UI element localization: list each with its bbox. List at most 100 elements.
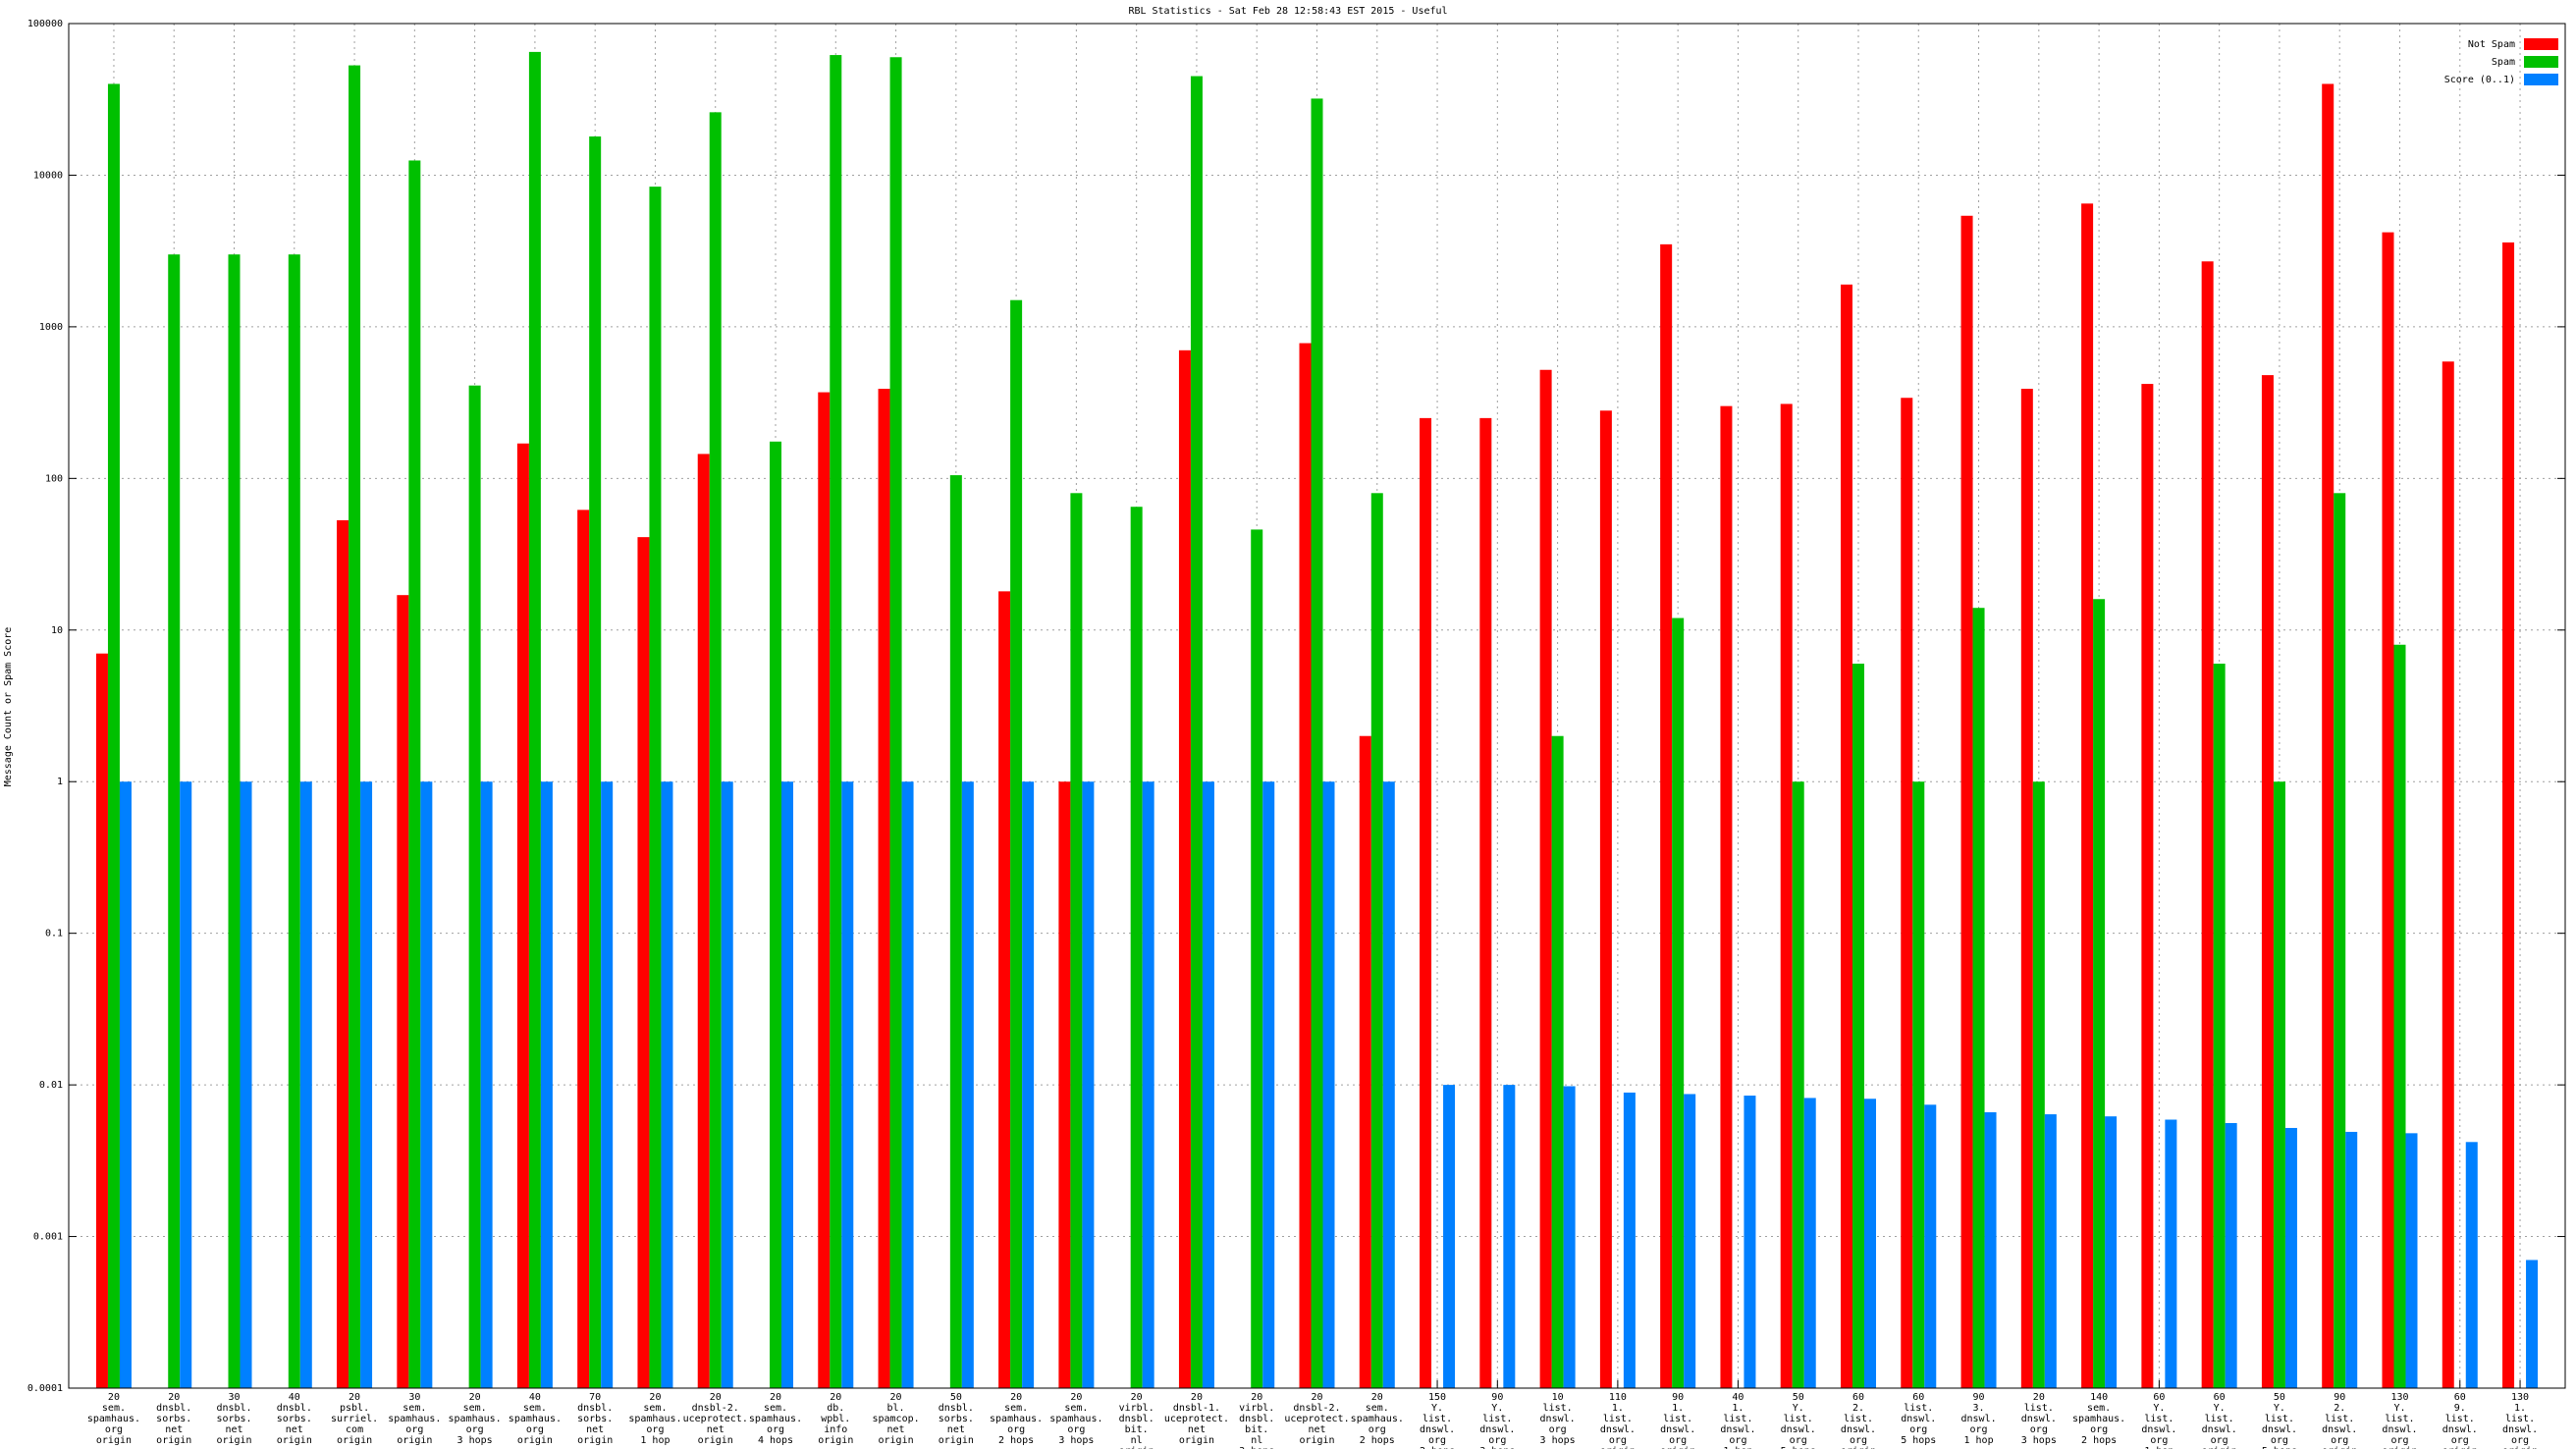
x-tick-label-line: 3 hops bbox=[1239, 1446, 1274, 1449]
x-tick-label-line: 20 bbox=[1311, 1392, 1322, 1403]
x-tick-label-line: origin bbox=[878, 1435, 913, 1446]
x-tick-label-line: net bbox=[707, 1424, 724, 1435]
x-tick-label-line: virbl. bbox=[1119, 1403, 1154, 1414]
x-tick-label-line: dnswl. bbox=[1600, 1424, 1636, 1435]
x-tick-label-line: 40 bbox=[529, 1392, 541, 1403]
legend-label: Spam bbox=[2492, 57, 2515, 68]
x-tick-label-line: 150 bbox=[1428, 1392, 1446, 1403]
x-tick-label-line: dnswl. bbox=[1901, 1414, 1936, 1424]
x-tick-label-line: 2. bbox=[2334, 1403, 2345, 1414]
bar bbox=[697, 454, 710, 1388]
x-tick-label-line: org bbox=[2150, 1435, 2168, 1446]
bar bbox=[577, 510, 590, 1388]
bar bbox=[1551, 735, 1564, 1388]
bar bbox=[180, 781, 192, 1388]
x-tick-label-line: org bbox=[2331, 1435, 2348, 1446]
bar bbox=[781, 781, 794, 1388]
x-tick-label-line: origin bbox=[1179, 1435, 1214, 1446]
x-tick-label-line: org bbox=[526, 1424, 544, 1435]
x-tick-label: 20 sem. spamhaus. org 4 hops bbox=[749, 1392, 802, 1446]
bar bbox=[1660, 243, 1673, 1388]
x-tick-label-line: list. bbox=[1663, 1414, 1692, 1424]
x-tick-label-line: dnswl. bbox=[1420, 1424, 1455, 1435]
bar bbox=[961, 781, 974, 1388]
x-tick-label-line: 110 bbox=[1609, 1392, 1627, 1403]
x-tick-label-line: wpbl. bbox=[821, 1414, 850, 1424]
x-tick-label-line: list. bbox=[1543, 1403, 1573, 1414]
x-tick-label-line: org bbox=[2451, 1435, 2469, 1446]
x-tick-label: 20 sem. spamhaus. org 2 hops bbox=[990, 1392, 1043, 1446]
x-tick-label-line: 5 hops bbox=[1901, 1435, 1936, 1446]
y-tick-label: 100 bbox=[45, 473, 63, 484]
bar bbox=[337, 519, 349, 1388]
bar bbox=[1262, 781, 1275, 1388]
x-tick-label-line: org bbox=[2390, 1435, 2408, 1446]
x-tick-label-line: org bbox=[646, 1424, 664, 1435]
bar bbox=[1901, 398, 1913, 1388]
bar bbox=[1539, 369, 1552, 1388]
bar bbox=[841, 781, 854, 1388]
bar bbox=[1479, 417, 1492, 1388]
bar bbox=[2105, 1116, 2118, 1388]
bar bbox=[1780, 403, 1793, 1388]
x-tick-label-line: Y. bbox=[1431, 1403, 1443, 1414]
x-tick-label-line: org bbox=[1067, 1424, 1085, 1435]
x-tick-label-line: dnswl. bbox=[2141, 1424, 2176, 1435]
x-tick-label-line: origin bbox=[1119, 1446, 1154, 1449]
bar bbox=[1924, 1104, 1937, 1388]
x-tick-label-line: dnswl. bbox=[2382, 1424, 2417, 1435]
x-tick-label-line: origin bbox=[1660, 1446, 1695, 1449]
x-tick-label-line: 5 hops bbox=[1781, 1446, 1816, 1449]
bar bbox=[2044, 1114, 2057, 1388]
x-tick-label-line: dnswl. bbox=[2262, 1424, 2297, 1435]
bar bbox=[1251, 529, 1263, 1388]
x-tick-label-line: dnswl. bbox=[2021, 1414, 2057, 1424]
bar bbox=[1443, 1085, 1456, 1388]
x-tick-label: 10 list. dnswl. org 3 hops bbox=[1540, 1392, 1576, 1446]
bar bbox=[540, 781, 553, 1388]
x-tick-label-line: sem. bbox=[1366, 1403, 1389, 1414]
bar bbox=[1672, 617, 1685, 1388]
x-tick-label: 60 list. dnswl. org 5 hops bbox=[1901, 1392, 1936, 1446]
bar bbox=[637, 537, 650, 1388]
bar bbox=[1142, 781, 1154, 1388]
x-tick-label-line: 5 hops bbox=[2262, 1446, 2297, 1449]
x-tick-label-line: org bbox=[1850, 1435, 1867, 1446]
bar bbox=[2334, 493, 2346, 1388]
x-tick-label-line: org bbox=[1428, 1435, 1446, 1446]
bar bbox=[2165, 1119, 2177, 1388]
x-tick-label-line: origin bbox=[216, 1435, 251, 1446]
x-tick-label-line: dnsbl-2. bbox=[1293, 1403, 1340, 1414]
x-tick-label-line: sem. bbox=[523, 1403, 547, 1414]
x-tick-label-line: 90 bbox=[1973, 1392, 1985, 1403]
x-tick-label-line: org bbox=[2090, 1424, 2108, 1435]
x-tick-label-line: net bbox=[887, 1424, 905, 1435]
x-tick-label-line: sorbs. bbox=[939, 1414, 974, 1424]
x-tick-label-line: dnswl. bbox=[1960, 1414, 1996, 1424]
x-tick-label-line: org bbox=[2271, 1435, 2288, 1446]
x-tick-label-line: list. bbox=[1904, 1403, 1933, 1414]
x-tick-label-line: bit. bbox=[1245, 1424, 1268, 1435]
x-tick-label-line: 3 hops bbox=[2021, 1435, 2057, 1446]
x-tick-label-line: list. bbox=[2265, 1414, 2294, 1424]
x-tick-label-line: org bbox=[1729, 1435, 1746, 1446]
x-tick-label-line: 10 bbox=[1552, 1392, 1564, 1403]
x-tick-label-line: origin bbox=[2442, 1446, 2478, 1449]
bar bbox=[1082, 781, 1095, 1388]
x-tick-label: 40 sem. spamhaus. org origin bbox=[509, 1392, 562, 1446]
x-tick-label-line: 2 hops bbox=[2081, 1435, 2117, 1446]
x-tick-label: 30 sem. spamhaus. org origin bbox=[388, 1392, 441, 1446]
bar bbox=[1744, 1096, 1756, 1388]
x-tick-label-line: origin bbox=[337, 1435, 372, 1446]
x-tick-label-line: net bbox=[225, 1424, 242, 1435]
x-tick-label-line: 20 bbox=[168, 1392, 180, 1403]
bar bbox=[1058, 781, 1071, 1388]
x-tick-label-line: spamhaus. bbox=[628, 1414, 681, 1424]
x-tick-label-line: origin bbox=[2322, 1446, 2357, 1449]
x-tick-label-line: 60 bbox=[2153, 1392, 2165, 1403]
y-axis-label: Message Count or Spam Score bbox=[3, 627, 14, 787]
bar bbox=[1382, 781, 1395, 1388]
x-tick-label: 20 sem. spamhaus. org 3 hops bbox=[1049, 1392, 1102, 1446]
